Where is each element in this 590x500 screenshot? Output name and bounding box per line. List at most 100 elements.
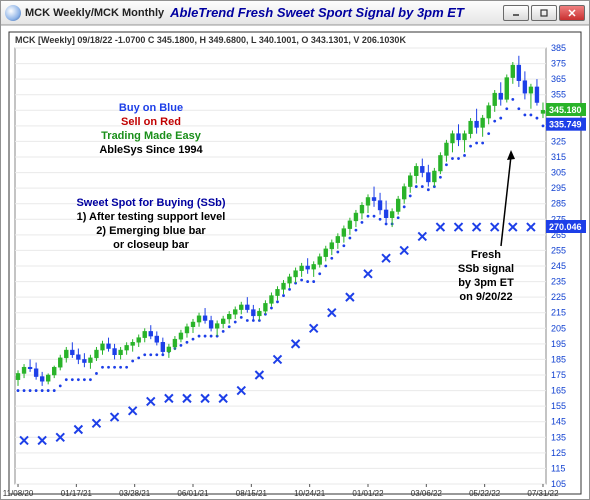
support-dot xyxy=(348,237,351,240)
candle xyxy=(354,213,358,221)
candle xyxy=(282,283,286,289)
candle xyxy=(95,350,99,358)
support-dot xyxy=(481,142,484,145)
support-dot xyxy=(125,366,128,369)
support-dot xyxy=(415,185,418,188)
support-dot xyxy=(324,265,327,268)
support-dot xyxy=(210,335,213,338)
candle xyxy=(16,373,20,379)
candle xyxy=(257,311,261,316)
candle xyxy=(197,316,201,322)
svg-text:375: 375 xyxy=(551,59,566,69)
candle xyxy=(336,236,340,242)
candle xyxy=(487,106,491,118)
support-dot xyxy=(463,154,466,157)
candle xyxy=(137,338,141,343)
support-dot xyxy=(493,120,496,123)
candle xyxy=(300,266,304,271)
candle xyxy=(46,375,50,381)
candle xyxy=(426,173,430,182)
candle xyxy=(185,327,189,333)
candle xyxy=(517,65,521,81)
candle xyxy=(475,121,479,127)
svg-text:03/28/21: 03/28/21 xyxy=(119,489,151,498)
window-subtitle: MCK Weekly/MCK Monthly xyxy=(25,7,164,19)
anno-since-1994: AbleSys Since 1994 xyxy=(99,144,203,156)
app-window: MCK Weekly/MCK Monthly AbleTrend Fresh S… xyxy=(0,0,590,500)
svg-text:01/01/22: 01/01/22 xyxy=(352,489,384,498)
support-dot xyxy=(77,378,80,381)
support-dot xyxy=(119,366,122,369)
svg-text:06/01/21: 06/01/21 xyxy=(177,489,209,498)
support-dot xyxy=(439,176,442,179)
close-button[interactable] xyxy=(559,5,585,21)
svg-text:08/15/21: 08/15/21 xyxy=(236,489,268,498)
support-dot xyxy=(143,353,146,356)
minimize-button[interactable] xyxy=(503,5,529,21)
candle xyxy=(251,310,255,316)
support-dot xyxy=(222,330,225,333)
support-dot xyxy=(530,114,533,117)
window-buttons xyxy=(503,5,585,21)
candle xyxy=(457,134,461,140)
candle xyxy=(88,358,92,363)
candle xyxy=(463,134,467,140)
support-dot xyxy=(186,341,189,344)
support-dot xyxy=(469,145,472,148)
svg-text:255: 255 xyxy=(551,245,566,255)
support-dot xyxy=(306,280,309,283)
support-dot xyxy=(318,272,321,275)
chart-svg: 1051151251351451551651751851952052152252… xyxy=(1,26,589,499)
support-dot xyxy=(228,325,231,328)
support-dot xyxy=(282,294,285,297)
titlebar[interactable]: MCK Weekly/MCK Monthly AbleTrend Fresh S… xyxy=(1,1,589,25)
candle xyxy=(22,367,26,373)
candle xyxy=(294,271,298,277)
svg-text:215: 215 xyxy=(551,308,566,318)
svg-text:295: 295 xyxy=(551,183,566,193)
candle xyxy=(372,197,376,200)
svg-text:07/31/22: 07/31/22 xyxy=(527,489,559,498)
anno-fresh-3: by 3pm ET xyxy=(458,277,514,289)
candle xyxy=(402,187,406,199)
support-dot xyxy=(137,356,140,359)
svg-text:305: 305 xyxy=(551,168,566,178)
candle xyxy=(125,345,129,350)
candle xyxy=(288,277,292,283)
support-dot xyxy=(83,378,86,381)
support-dot xyxy=(511,98,514,101)
support-dot xyxy=(288,288,291,291)
support-dot xyxy=(397,216,400,219)
maximize-button[interactable] xyxy=(531,5,557,21)
window-title: AbleTrend Fresh Sweet Sport Signal by 3p… xyxy=(170,5,503,20)
candle xyxy=(499,93,503,99)
candle xyxy=(82,359,86,362)
anno-ssb-3: or closeup bar xyxy=(113,239,190,251)
candle xyxy=(330,243,334,249)
support-dot xyxy=(192,338,195,341)
support-dot xyxy=(475,142,478,145)
chart-area[interactable]: 1051151251351451551651751851952052152252… xyxy=(1,25,589,499)
candle xyxy=(408,176,412,187)
support-dot xyxy=(487,132,490,135)
svg-text:235: 235 xyxy=(551,277,566,287)
support-dot xyxy=(246,319,249,322)
candle xyxy=(64,350,68,358)
support-dot xyxy=(131,360,134,363)
svg-text:185: 185 xyxy=(551,354,566,364)
anno-fresh-1: Fresh xyxy=(471,249,501,261)
candle xyxy=(312,264,316,269)
candle xyxy=(396,199,400,211)
candle xyxy=(481,118,485,127)
candle xyxy=(414,166,418,175)
candle xyxy=(263,303,267,311)
svg-text:01/17/21: 01/17/21 xyxy=(61,489,93,498)
candle xyxy=(34,369,38,377)
candle xyxy=(318,257,322,265)
candle xyxy=(505,78,509,100)
support-dot xyxy=(47,389,50,392)
support-dot xyxy=(373,215,376,218)
svg-text:03/06/22: 03/06/22 xyxy=(411,489,443,498)
svg-text:155: 155 xyxy=(551,401,566,411)
candle xyxy=(179,333,183,339)
